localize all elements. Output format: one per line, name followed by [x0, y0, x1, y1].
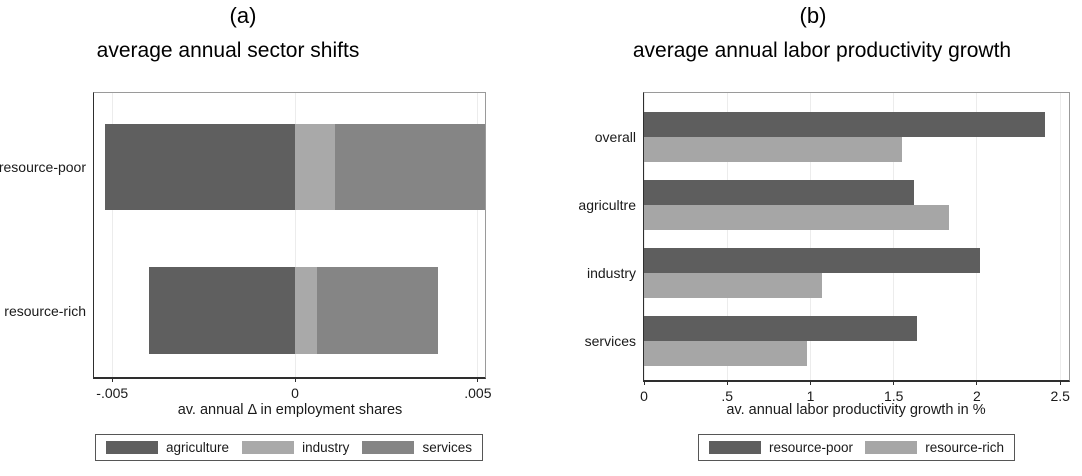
tick-mark	[294, 377, 296, 382]
legend-label: agriculture	[166, 440, 230, 455]
category-label: resource-rich	[4, 302, 86, 319]
panel-b-title: average annual labor productivity growth	[632, 39, 1012, 62]
panel-b-letter: (b)	[799, 3, 827, 28]
plot-area-sector-shifts: -.005 0 .005 resource-poor resource-rich	[0, 92, 491, 401]
tick-mark	[726, 380, 728, 385]
legend-label: resource-rich	[925, 440, 1004, 455]
bar-resource-poor	[644, 248, 981, 273]
bar-segment-industry	[295, 124, 336, 210]
category-label: services	[584, 333, 636, 349]
category-label: industry	[586, 265, 636, 281]
bar-segment-agriculture	[148, 267, 296, 354]
tick-label: 0	[640, 388, 648, 404]
tick-mark	[893, 380, 895, 385]
legend-item: resource-rich	[865, 440, 1004, 455]
tick-mark	[643, 380, 645, 385]
bar-segment-agriculture	[104, 124, 296, 210]
gridline	[1059, 93, 1061, 380]
legend-swatch-services	[362, 441, 415, 454]
gridline	[976, 93, 978, 380]
gridline	[893, 93, 895, 380]
bar-resource-rich	[644, 341, 808, 366]
gridline	[809, 93, 811, 380]
tick-label: .005	[464, 385, 492, 401]
legend-item: services	[362, 440, 472, 455]
x-axis-label-b: av. annual labor productivity growth in …	[726, 402, 986, 418]
panel-a-title: average annual sector shifts	[96, 39, 360, 62]
legend-a: agriculture industry services	[95, 434, 483, 461]
plot-area-productivity-growth: 0 .5 1 1.5 2 2.5 overall agricultre industry serv…	[578, 92, 1070, 404]
tick-label: -.005	[96, 385, 129, 401]
tick-mark	[477, 377, 479, 382]
category-label: overall	[594, 129, 636, 145]
legend-b: resource-poor resource-rich	[698, 434, 1015, 461]
tick-label: 2.5	[1050, 388, 1070, 404]
legend-label: industry	[302, 440, 350, 455]
panel-a-letter: (a)	[229, 3, 257, 28]
bar-resource-rich	[644, 205, 949, 230]
gridline	[643, 93, 645, 380]
tick-mark	[1059, 380, 1061, 385]
bar-resource-poor	[644, 316, 917, 341]
tick-mark	[976, 380, 978, 385]
x-axis-label-a: av. annual Δ in employment shares	[177, 402, 403, 418]
tick-mark	[809, 380, 811, 385]
bar-resource-rich	[644, 137, 903, 162]
legend-swatch-resource-rich	[865, 441, 918, 454]
bar-resource-rich	[644, 273, 823, 298]
legend-item: industry	[242, 440, 349, 455]
tick-label: 1	[806, 388, 815, 404]
legend-item: resource-poor	[709, 440, 853, 455]
bar-resource-poor	[644, 180, 914, 205]
gridline	[477, 93, 479, 377]
legend-label: resource-poor	[769, 440, 854, 455]
gridline	[294, 93, 296, 377]
bar-segment-services	[317, 267, 438, 354]
legend-swatch-resource-poor	[709, 441, 761, 454]
tick-label: 1.5	[883, 388, 904, 404]
tick-label: 0	[291, 385, 299, 401]
category-label: agricultre	[578, 197, 636, 213]
legend-item: agriculture	[106, 440, 229, 455]
gridline	[111, 93, 113, 377]
bar-segment-industry	[295, 267, 317, 354]
category-label: resource-poor	[0, 159, 86, 175]
tick-mark	[111, 377, 113, 382]
legend-swatch-industry	[242, 441, 295, 454]
bar-segment-services	[335, 124, 486, 210]
tick-label: .5	[721, 388, 734, 404]
bar-resource-poor	[644, 112, 1046, 137]
gridline	[726, 93, 728, 380]
tick-label: 2	[973, 388, 981, 404]
legend-swatch-agriculture	[106, 441, 158, 454]
legend-label: services	[422, 440, 472, 455]
